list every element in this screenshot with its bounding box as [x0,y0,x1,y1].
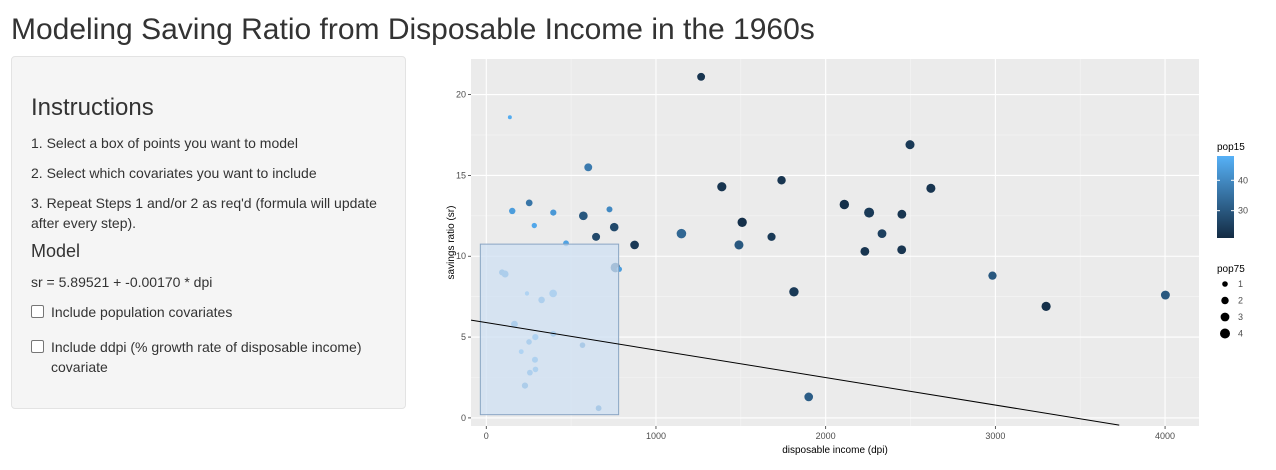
legend-pop15-tick-label: 40 [1238,175,1248,185]
data-point [676,228,687,239]
data-point [1160,290,1170,300]
data-point [578,211,588,221]
y-tick-label: 15 [456,170,466,180]
data-point [630,240,639,250]
data-point [897,245,907,255]
legend-pop75-key [1220,312,1230,322]
ddpi-covariate-label: Include ddpi (% growth rate of disposabl… [51,339,362,375]
model-heading: Model [31,241,81,261]
data-point [507,115,512,120]
legend-pop75-key [1221,296,1229,305]
data-point [737,217,747,227]
legend-pop75-title: pop75 [1217,264,1245,275]
data-point [531,222,537,229]
instruction-step-3: 3. Repeat Steps 1 and/or 2 as req'd (for… [31,195,377,231]
selection-box [479,243,620,416]
x-tick-label: 4000 [1155,431,1175,441]
ddpi-covariate-checkbox[interactable] [31,340,44,353]
plot-panel: 0 1000 2000 3000 4000 0 5 10 15 20 disposable inco… [446,59,1199,456]
data-point [905,140,915,150]
x-tick-label: 2000 [816,431,836,441]
data-point [550,209,557,216]
x-tick-label: 3000 [985,431,1005,441]
data-point [606,206,613,213]
instruction-step-1: 1. Select a box of points you want to mo… [31,135,298,151]
x-tick-label: 0 [484,431,489,441]
data-point [767,232,776,241]
instruction-step-2: 2. Select which covariates you want to i… [31,165,317,181]
y-tick-label: 20 [456,90,466,100]
y-tick-label: 10 [456,251,466,261]
population-covariates-checkbox[interactable] [31,305,44,318]
legend-pop75-label: 3 [1238,312,1243,322]
data-point [789,287,799,297]
legend-pop75-key [1222,281,1228,287]
scatter-plot[interactable]: 0 1000 2000 3000 4000 0 5 10 15 20 disposable inco… [440,52,1270,462]
data-point [926,183,936,193]
data-point [988,271,997,280]
data-point [1041,301,1051,311]
data-point [734,240,744,250]
legend-pop15-tick-label: 30 [1238,206,1248,216]
plot-legend: pop15 30 40 pop75 1 2 3 4 [1217,142,1248,339]
y-tick-label: 5 [461,332,466,342]
regression-line [470,319,1120,426]
instructions-heading: Instructions [31,94,154,121]
data-point [509,207,516,215]
data-point [860,246,870,256]
x-axis-title: disposable income (dpi) [782,445,888,456]
legend-pop75-key [1220,328,1230,339]
legend-pop75-label: 1 [1238,279,1243,289]
ddpi-covariate-option[interactable]: Include ddpi (% growth rate of disposabl… [31,337,391,377]
data-point [609,222,619,232]
data-point [839,199,850,210]
data-point [697,72,706,81]
data-point [592,232,601,241]
data-point [877,229,887,239]
legend-pop75-label: 4 [1238,329,1243,339]
x-tick-label: 1000 [646,431,666,441]
data-point [717,182,727,192]
legend-pop75-label: 2 [1238,296,1243,306]
legend-pop15-title: pop15 [1217,142,1245,153]
data-point [777,176,786,185]
data-point [864,207,875,218]
population-covariates-label: Include population covariates [51,304,233,320]
data-point [897,209,907,219]
data-point [804,392,814,402]
data-point [584,163,593,172]
population-covariates-option[interactable]: Include population covariates [31,302,391,322]
y-axis-title: savings ratio (sr) [446,206,457,280]
sidebar-panel: Instructions 1. Select a box of points y… [11,56,406,409]
legend-pop15-colorbar [1217,156,1234,238]
data-point [525,199,533,207]
page-title: Modeling Saving Ratio from Disposable In… [11,13,815,46]
y-tick-label: 0 [461,413,466,423]
model-formula: sr = 5.89521 + -0.00170 * dpi [31,274,213,290]
